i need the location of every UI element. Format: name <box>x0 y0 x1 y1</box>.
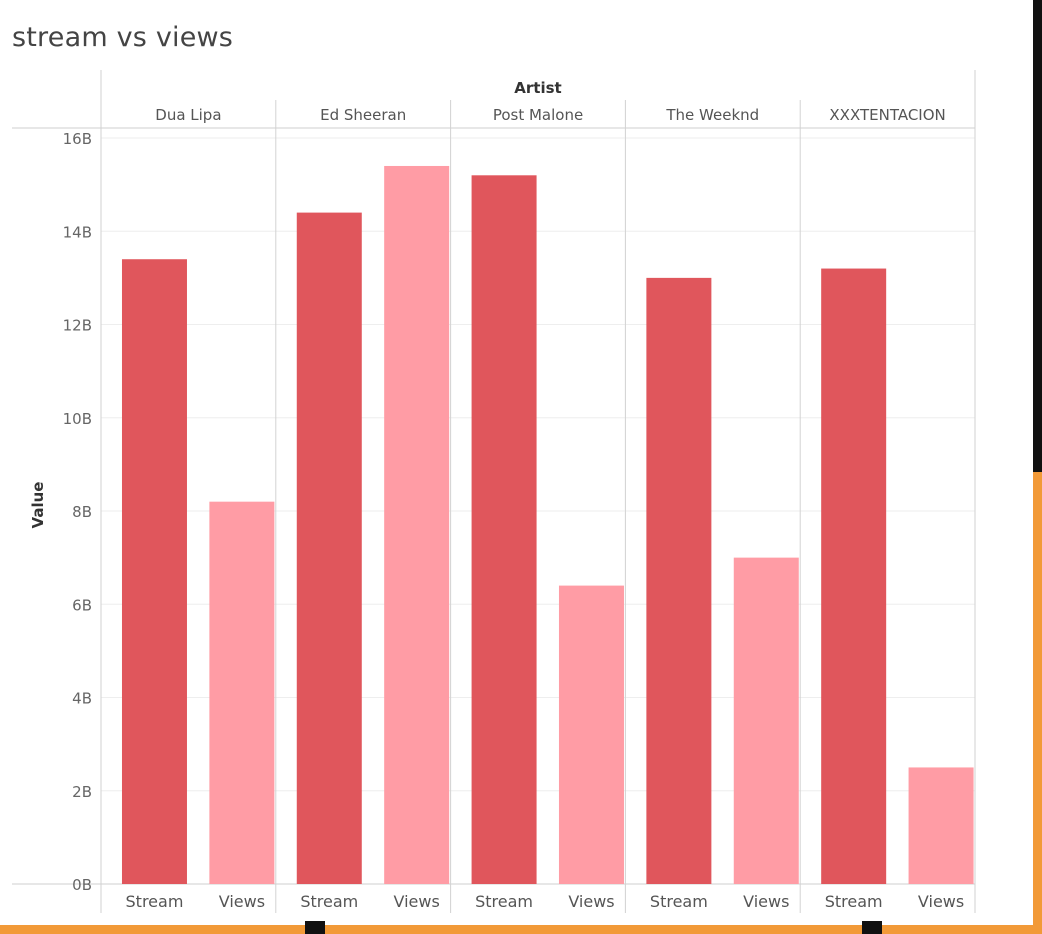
bar-views <box>384 165 450 885</box>
bar-stream <box>121 259 187 885</box>
bar-views <box>209 501 275 884</box>
bars <box>121 165 974 885</box>
y-tick-label: 16B <box>63 130 92 148</box>
measure-label: Stream <box>825 892 883 911</box>
window-edge-fragment <box>862 921 882 934</box>
y-axis: 0B 2B 4B 6B 8B 10B 12B 14B 16B Value <box>29 130 92 894</box>
measure-label: Stream <box>126 892 184 911</box>
bar-views <box>908 767 974 884</box>
bar-stream <box>471 175 537 885</box>
measure-label: Views <box>743 892 789 911</box>
artist-label: Post Malone <box>493 106 583 124</box>
bar-views <box>733 557 799 884</box>
y-tick-label: 2B <box>72 783 92 801</box>
measure-label: Stream <box>650 892 708 911</box>
measure-label: Views <box>568 892 614 911</box>
artist-label: Dua Lipa <box>155 106 221 124</box>
y-tick-label: 8B <box>72 503 92 521</box>
window-edge <box>1033 0 1042 472</box>
artist-header: Artist Dua Lipa Ed Sheeran Post Malone The W… <box>155 79 946 124</box>
measure-label: Stream <box>300 892 358 911</box>
measure-label: Stream <box>475 892 533 911</box>
bar-stream <box>646 277 712 884</box>
measure-label: Views <box>394 892 440 911</box>
window-edge-fragment <box>305 921 325 934</box>
selection-frame-right <box>1033 472 1042 934</box>
chart-title: stream vs views <box>12 22 234 53</box>
selection-frame-bottom <box>0 925 1042 934</box>
artist-label: Ed Sheeran <box>320 106 406 124</box>
bar-stream <box>821 268 887 884</box>
measure-labels: Stream Views Stream Views Stream Views Stream V… <box>126 892 965 911</box>
y-tick-label: 0B <box>72 876 92 894</box>
y-tick-label: 10B <box>63 410 92 428</box>
y-tick-label: 4B <box>72 690 92 708</box>
y-axis-label: Value <box>29 482 47 529</box>
bar-views <box>558 585 624 884</box>
y-tick-label: 12B <box>63 317 92 335</box>
artist-label: The Weeknd <box>665 106 759 124</box>
artist-label: XXXTENTACION <box>829 106 945 124</box>
measure-label: Views <box>918 892 964 911</box>
y-tick-label: 6B <box>72 596 92 614</box>
y-tick-label: 14B <box>63 223 92 241</box>
measure-label: Views <box>219 892 265 911</box>
bar-stream <box>296 212 362 885</box>
column-header-title: Artist <box>514 79 561 97</box>
